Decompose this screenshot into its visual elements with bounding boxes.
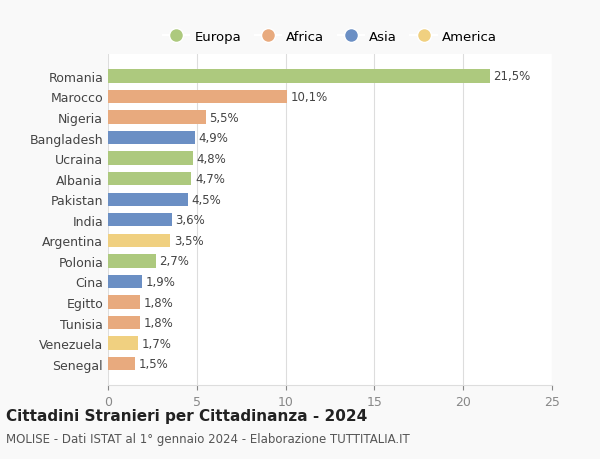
- Bar: [108, 275, 142, 289]
- Bar: [108, 193, 188, 207]
- Text: 4,9%: 4,9%: [199, 132, 229, 145]
- Bar: [108, 173, 191, 186]
- Bar: [108, 357, 134, 370]
- Text: 4,5%: 4,5%: [191, 193, 221, 206]
- Bar: [108, 255, 156, 268]
- Bar: [108, 70, 490, 84]
- Bar: [108, 152, 193, 165]
- Text: Cittadini Stranieri per Cittadinanza - 2024: Cittadini Stranieri per Cittadinanza - 2…: [6, 408, 367, 423]
- Text: 4,8%: 4,8%: [197, 152, 227, 165]
- Text: 1,5%: 1,5%: [138, 358, 168, 370]
- Legend: Europa, Africa, Asia, America: Europa, Africa, Asia, America: [158, 25, 502, 49]
- Text: 5,5%: 5,5%: [209, 111, 239, 124]
- Text: 2,7%: 2,7%: [160, 255, 190, 268]
- Text: 3,5%: 3,5%: [174, 235, 203, 247]
- Bar: [108, 132, 195, 145]
- Bar: [108, 111, 206, 124]
- Bar: [108, 316, 140, 330]
- Bar: [108, 337, 138, 350]
- Bar: [108, 213, 172, 227]
- Bar: [108, 234, 170, 247]
- Text: 21,5%: 21,5%: [493, 70, 530, 83]
- Bar: [108, 296, 140, 309]
- Text: 10,1%: 10,1%: [291, 91, 328, 104]
- Text: 1,8%: 1,8%: [143, 296, 173, 309]
- Bar: [108, 90, 287, 104]
- Text: 3,6%: 3,6%: [175, 214, 205, 227]
- Text: 1,9%: 1,9%: [145, 275, 175, 288]
- Text: 4,7%: 4,7%: [195, 173, 225, 186]
- Text: MOLISE - Dati ISTAT al 1° gennaio 2024 - Elaborazione TUTTITALIA.IT: MOLISE - Dati ISTAT al 1° gennaio 2024 -…: [6, 431, 410, 445]
- Text: 1,8%: 1,8%: [143, 316, 173, 330]
- Text: 1,7%: 1,7%: [142, 337, 172, 350]
